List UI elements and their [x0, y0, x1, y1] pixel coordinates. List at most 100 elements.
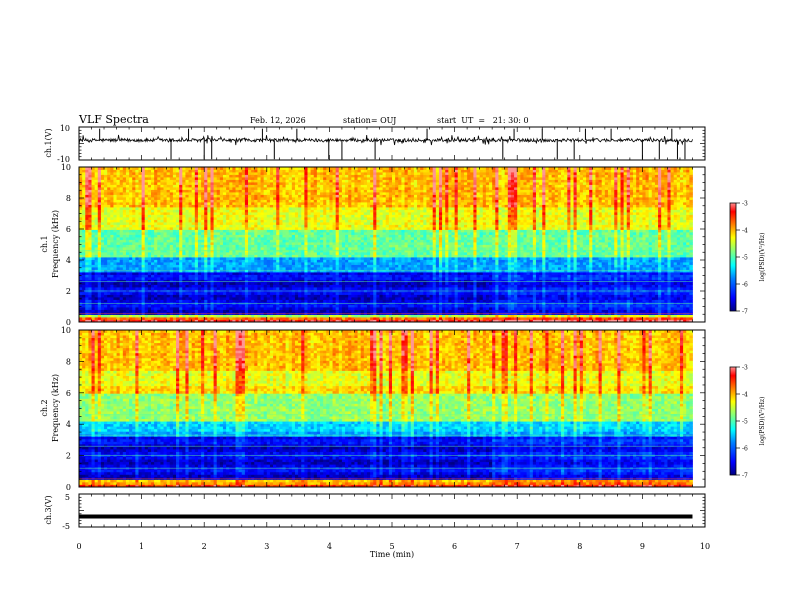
ch1-spectrogram-cell [82, 287, 86, 290]
ch1-spectrogram-cell [567, 267, 571, 270]
ch1-spectrogram-cell [514, 284, 518, 288]
ch1-spectrogram-cell [216, 277, 221, 280]
ch1-spectrogram-cell [485, 267, 490, 270]
ch1-spectrogram-cell [147, 282, 152, 285]
ch1-spectrogram-cell [385, 282, 390, 285]
ch1-spectrogram-cell [576, 304, 581, 308]
ch1-spectrogram-cell [191, 279, 196, 283]
ch1-spectrogram-cell [413, 277, 418, 280]
ch1-spectrogram-cell [285, 297, 290, 300]
ch1-spectrogram-cell [116, 307, 121, 310]
ch1-spectrogram-cell [341, 274, 346, 278]
ch1-spectrogram-cell [661, 279, 665, 283]
ch1-spectrogram-cell [147, 272, 152, 275]
ch1-spectrogram-cell [626, 299, 631, 303]
ch1-spectrogram-cell [476, 309, 481, 313]
ch1-spectrogram-cell [507, 314, 512, 318]
ch1-spectrogram-cell [257, 272, 261, 275]
ch1-spectrogram-cell [664, 314, 668, 318]
ch1-spectrogram-cell [94, 262, 99, 265]
ch1-spectrogram-cell [266, 319, 271, 323]
ch1-spectrogram-cell [504, 264, 509, 268]
ch1-spectrogram-cell [357, 309, 362, 313]
ch1-spectrogram-cell [539, 314, 543, 318]
ch1-spectrogram-cell [504, 284, 509, 288]
ch1-spectrogram-cell [529, 274, 534, 278]
ch1-spectrogram-cell [626, 274, 631, 278]
ch1-spectrogram-cell [332, 294, 337, 298]
ch1-spectrogram-cell [595, 264, 599, 268]
ch1-spectrogram-cell [564, 309, 568, 313]
ch1-spectrogram-cell [476, 274, 481, 278]
ch1-spectrogram-cell [119, 264, 124, 268]
ch1-spectrogram-cell [623, 314, 628, 318]
ch1-spectrogram-cell [595, 292, 599, 295]
ch1-spectrogram-cell [282, 262, 286, 265]
ch1-spectrogram-cell [382, 272, 387, 275]
ch1-spectrogram-cell [401, 294, 405, 298]
ch1-spectrogram-cell [526, 274, 531, 278]
ch1-spectrogram-cell [323, 262, 327, 265]
ch1-spectrogram-cell [263, 317, 268, 320]
ch1-spectrogram-cell [316, 309, 321, 313]
ch1-spectrogram-cell [557, 297, 562, 300]
ch1-spectrogram-cell [313, 264, 318, 268]
ch1-spectrogram-cell [172, 304, 177, 308]
ch1-spectrogram-cell [354, 307, 358, 310]
ch1-spectrogram-cell [273, 264, 277, 268]
ch1-spectrogram-cell [125, 282, 130, 285]
ch1-spectrogram-cell [542, 307, 546, 310]
ch1-spectrogram-cell [492, 304, 496, 308]
ch1-spectrogram-cell [633, 282, 637, 285]
ch1-spectrogram-cell [454, 259, 459, 263]
ch1-spectrogram-cell [263, 287, 268, 290]
ch1-spectrogram-cell [348, 259, 352, 263]
ch1-spectrogram-cell [125, 307, 130, 310]
ch1-spectrogram-cell [97, 279, 102, 283]
ch1-spectrogram-cell [529, 279, 534, 283]
ch1-spectrogram-cell [589, 299, 593, 303]
ch1-spectrogram-cell [216, 309, 221, 313]
ch1-spectrogram-cell [448, 317, 452, 320]
ch1-spectrogram-cell [129, 317, 133, 320]
ch1-spectrogram-cell [251, 282, 255, 285]
ch1-spectrogram-cell [438, 262, 443, 265]
ch1-spectrogram-cell [601, 309, 606, 313]
ch1-spectrogram-cell [438, 277, 443, 280]
ch1-spectrogram-cell [244, 279, 249, 283]
ch1-spectrogram-cell [263, 307, 268, 310]
ch1-spectrogram-cell [382, 259, 387, 263]
ch1-spectrogram-cell [298, 314, 302, 318]
ch1-spectrogram-cell [116, 297, 121, 300]
ch1-spectrogram-cell [307, 282, 312, 285]
ch1-spectrogram-cell [551, 274, 556, 278]
ch1-spectrogram-cell [182, 284, 186, 288]
ch1-spectrogram-cell [176, 272, 180, 275]
ch1-spectrogram-cell [204, 292, 208, 295]
ch1-spectrogram-cell [670, 272, 675, 275]
ch1-spectrogram-cell [329, 262, 333, 265]
ch1-spectrogram-cell [294, 264, 299, 268]
ch1-spectrogram-cell [554, 314, 559, 318]
ch1-spectrogram-cell [561, 314, 565, 318]
ch1-spectrogram-cell [125, 277, 130, 280]
ch1-spectrogram-cell [629, 282, 634, 285]
ch1-spectrogram-cell [157, 292, 161, 295]
ch1-spectrogram-cell [97, 314, 102, 318]
ch1-spectrogram-cell [573, 277, 578, 280]
figure-title: VLF Spectra [78, 113, 149, 126]
ch1-spectrogram-cell [470, 277, 474, 280]
ch1-spectrogram-cell [420, 317, 424, 320]
ch1-spectrogram-cell [385, 272, 390, 275]
ch1-spectrogram-cell [626, 304, 631, 308]
ch1-spectrogram-cell [332, 299, 337, 303]
ch1-spectrogram-cell [197, 294, 202, 298]
ch1-spectrogram-cell [410, 299, 415, 303]
ch1-spectrogram-cell [332, 277, 337, 280]
ch1-spectrogram-cell [307, 267, 312, 270]
ch1-spectrogram-cell [97, 262, 102, 265]
ch1-spectrogram-cell [154, 277, 158, 280]
ch1-spectrogram-cell [498, 314, 502, 318]
ch1-spectrogram-cell [576, 294, 581, 298]
ch1-spectrogram-cell [138, 277, 142, 280]
